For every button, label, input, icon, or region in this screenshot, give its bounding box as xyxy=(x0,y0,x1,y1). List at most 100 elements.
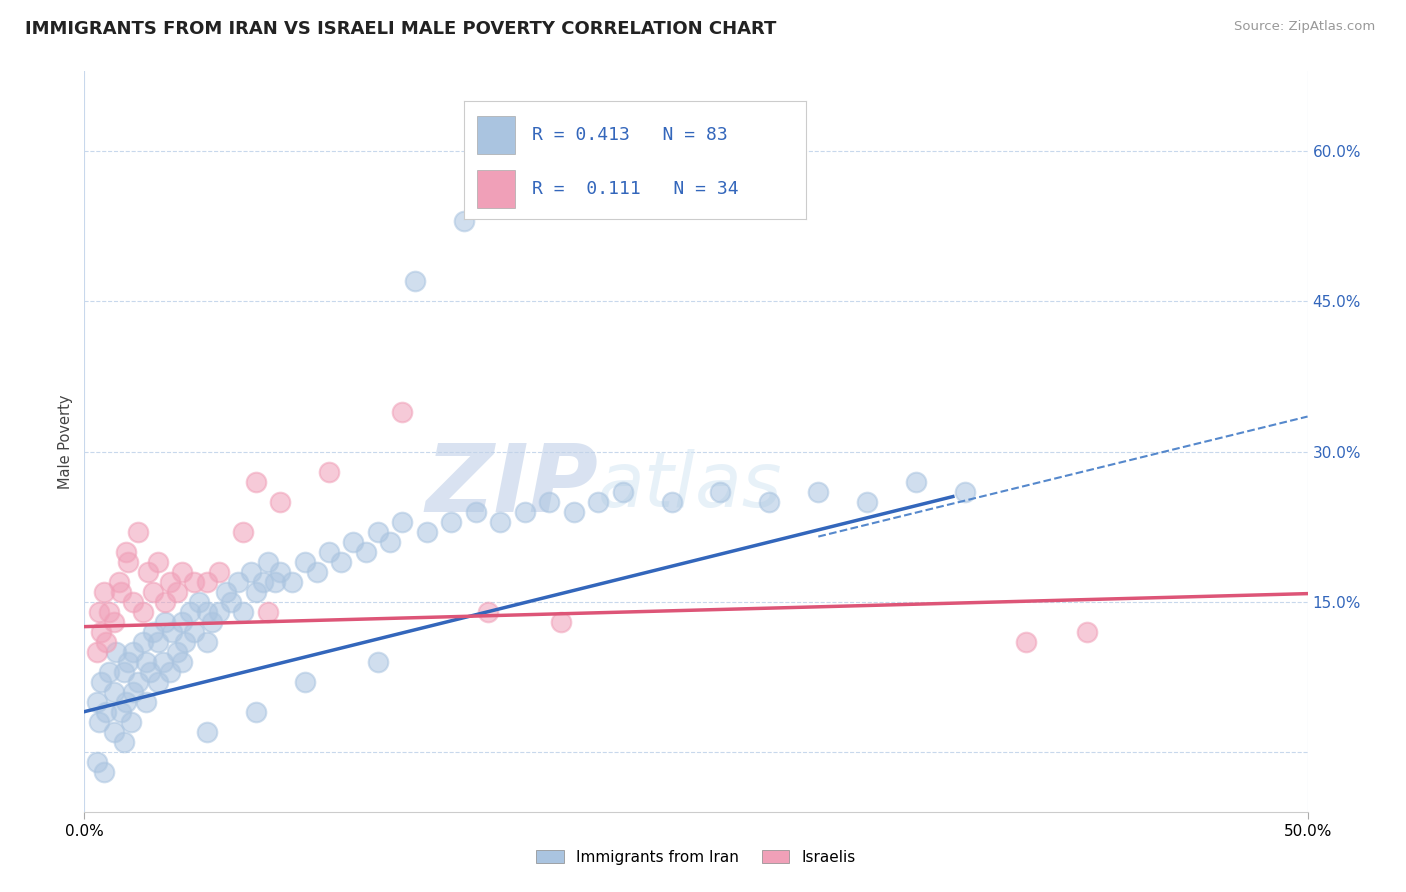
Point xyxy=(103,724,125,739)
Point xyxy=(281,574,304,589)
Point xyxy=(245,475,267,489)
Point xyxy=(146,555,169,569)
Point xyxy=(103,615,125,629)
Point xyxy=(758,494,780,508)
Point xyxy=(440,515,463,529)
Point xyxy=(318,544,340,558)
Point xyxy=(132,634,155,648)
Point xyxy=(538,494,561,508)
Point xyxy=(453,214,475,228)
Point xyxy=(367,524,389,539)
Point xyxy=(127,524,149,539)
Point xyxy=(135,695,157,709)
Point xyxy=(122,684,145,698)
Point xyxy=(135,655,157,669)
Point xyxy=(103,684,125,698)
Text: IMMIGRANTS FROM IRAN VS ISRAELI MALE POVERTY CORRELATION CHART: IMMIGRANTS FROM IRAN VS ISRAELI MALE POV… xyxy=(25,20,776,37)
Point xyxy=(162,624,184,639)
Point xyxy=(513,505,536,519)
Point xyxy=(93,584,115,599)
Point xyxy=(183,574,205,589)
Point xyxy=(245,705,267,719)
Text: atlas: atlas xyxy=(598,449,783,523)
Point xyxy=(172,565,194,579)
Point xyxy=(807,484,830,499)
Point xyxy=(294,674,316,689)
Point xyxy=(179,605,201,619)
Point xyxy=(172,615,194,629)
Point xyxy=(391,404,413,418)
Y-axis label: Male Poverty: Male Poverty xyxy=(58,394,73,489)
Legend: Immigrants from Iran, Israelis: Immigrants from Iran, Israelis xyxy=(530,844,862,871)
Point xyxy=(188,594,211,608)
Point xyxy=(153,594,176,608)
Point xyxy=(122,594,145,608)
Point xyxy=(195,605,218,619)
Point xyxy=(464,505,486,519)
Point xyxy=(172,655,194,669)
Point xyxy=(117,655,139,669)
Point xyxy=(612,484,634,499)
Point xyxy=(219,594,242,608)
Point xyxy=(257,555,280,569)
Point xyxy=(146,674,169,689)
Point xyxy=(115,544,138,558)
Point xyxy=(127,674,149,689)
Point xyxy=(318,465,340,479)
Point xyxy=(166,645,188,659)
Point xyxy=(562,505,585,519)
Point xyxy=(245,584,267,599)
Point xyxy=(477,605,499,619)
Point xyxy=(195,574,218,589)
Point xyxy=(153,615,176,629)
Point xyxy=(112,665,135,679)
Point xyxy=(367,655,389,669)
Point xyxy=(257,605,280,619)
Point xyxy=(136,565,159,579)
Point xyxy=(86,695,108,709)
Point xyxy=(354,544,377,558)
Point xyxy=(132,605,155,619)
Point xyxy=(90,674,112,689)
Point xyxy=(105,645,128,659)
Text: Source: ZipAtlas.com: Source: ZipAtlas.com xyxy=(1234,20,1375,33)
Point xyxy=(232,524,254,539)
Point xyxy=(195,634,218,648)
Point xyxy=(709,484,731,499)
Point xyxy=(380,534,402,549)
Point xyxy=(96,634,118,648)
Point xyxy=(159,574,181,589)
Point xyxy=(90,624,112,639)
Point xyxy=(905,475,928,489)
Point xyxy=(416,524,439,539)
Point xyxy=(93,764,115,779)
Point xyxy=(120,714,142,729)
Point xyxy=(142,584,165,599)
Point xyxy=(122,645,145,659)
Point xyxy=(112,734,135,748)
Point xyxy=(86,645,108,659)
Point xyxy=(1015,634,1038,648)
Point xyxy=(200,615,222,629)
Point xyxy=(86,755,108,769)
Point xyxy=(330,555,353,569)
Point xyxy=(586,494,609,508)
Point xyxy=(856,494,879,508)
Point xyxy=(208,605,231,619)
Point xyxy=(146,634,169,648)
Point xyxy=(87,605,110,619)
Point xyxy=(117,555,139,569)
Point xyxy=(239,565,262,579)
Point xyxy=(305,565,328,579)
Point xyxy=(661,494,683,508)
Point xyxy=(550,615,572,629)
Point xyxy=(183,624,205,639)
Point xyxy=(107,574,129,589)
Point xyxy=(953,484,976,499)
Point xyxy=(195,724,218,739)
Point xyxy=(139,665,162,679)
Text: ZIP: ZIP xyxy=(425,440,598,532)
Point xyxy=(489,515,512,529)
Point xyxy=(208,565,231,579)
Point xyxy=(294,555,316,569)
